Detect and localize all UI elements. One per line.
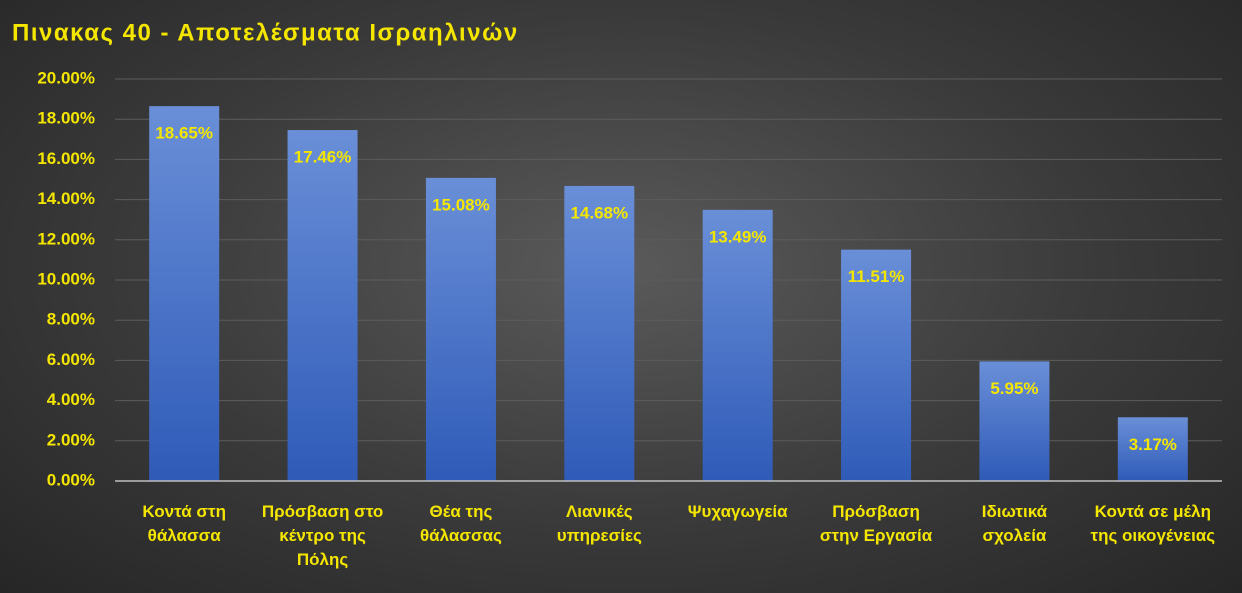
data-label: 5.95% (990, 379, 1038, 398)
data-label: 11.51% (848, 267, 905, 286)
bar (1117, 417, 1188, 481)
bar (979, 361, 1050, 481)
y-tick-label: 6.00% (47, 350, 95, 369)
y-tick-label: 16.00% (37, 149, 95, 168)
data-label: 17.46% (294, 148, 352, 167)
bar (425, 177, 496, 481)
x-tick-label: Κοντά σε μέλη της οικογένειας (1090, 502, 1216, 545)
data-label: 18.65% (155, 124, 213, 143)
x-tick-label: Κοντά στη θάλασσα (142, 502, 226, 545)
data-label: 13.49% (709, 227, 767, 246)
y-tick-label: 18.00% (37, 109, 95, 128)
x-tick-label: Λιανικές υπηρεσίες (556, 502, 642, 545)
x-tick-label: Πρόσβαση στο κέντρο της Πόλης (261, 502, 384, 569)
y-tick-label: 10.00% (37, 269, 95, 288)
bar (841, 249, 912, 481)
data-label: 3.17% (1129, 435, 1177, 454)
x-tick-label: Ψυχαγωγεία (687, 502, 788, 521)
data-label: 15.08% (432, 195, 490, 214)
bar (564, 185, 635, 481)
y-tick-label: 4.00% (47, 390, 95, 409)
y-tick-label: 14.00% (37, 189, 95, 208)
y-tick-label: 8.00% (47, 310, 95, 329)
bar (149, 106, 220, 481)
x-tick-label: Πρόσβαση στην Εργασία (819, 502, 933, 545)
chart-title: Πινακας 40 - Αποτελέσματα Ισραηλινών (12, 19, 519, 46)
y-tick-label: 20.00% (37, 68, 95, 87)
y-tick-label: 0.00% (47, 470, 95, 489)
x-tick-label: Θέα της θάλασσας (419, 502, 502, 545)
data-label: 14.68% (570, 203, 628, 222)
bar (287, 130, 358, 481)
bar (702, 209, 773, 481)
y-tick-label: 12.00% (37, 229, 95, 248)
y-tick-label: 2.00% (47, 430, 95, 449)
x-tick-label: Ιδιωτικά σχολεία (981, 502, 1048, 545)
